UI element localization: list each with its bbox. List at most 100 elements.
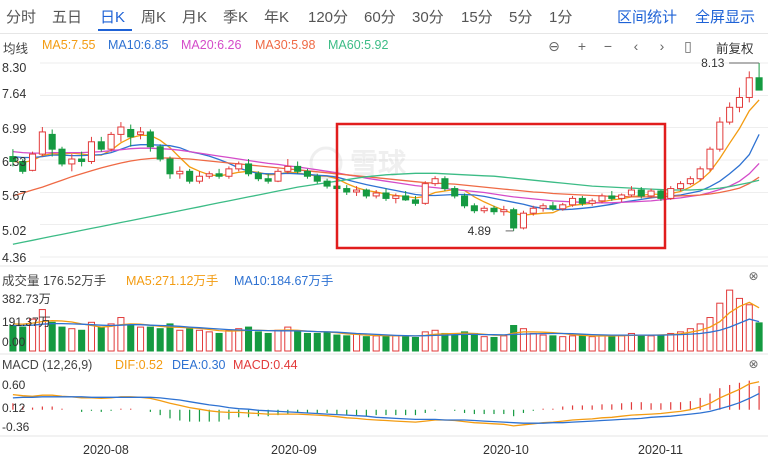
volume-bar — [137, 326, 145, 352]
price-axis: 8.30 7.64 6.99 6.33 5.67 5.02 4.36 — [2, 61, 26, 265]
volume-bar — [461, 331, 469, 352]
minus-icon[interactable]: − — [603, 38, 613, 54]
tab-120min[interactable]: 120分 — [308, 9, 349, 26]
volume-bar — [431, 329, 439, 352]
candle-body — [156, 146, 164, 160]
volume-bar — [421, 331, 429, 352]
interval-stats-link[interactable]: 区间统计 — [617, 9, 678, 26]
candle-body — [372, 192, 380, 197]
volume-bar — [294, 331, 302, 352]
candle-body — [677, 183, 685, 190]
volume-bar — [323, 331, 331, 352]
volume-title: 成交量 176.52万手 — [2, 274, 107, 288]
candle-body — [490, 207, 498, 213]
close-macd-icon[interactable]: ⊗ — [748, 357, 759, 371]
volume-bar — [637, 334, 645, 352]
volume-bar — [519, 328, 527, 352]
volume-bar — [225, 329, 233, 352]
dif-line — [12, 381, 760, 427]
vol-ma5-legend: MA5:271.12万手 — [126, 274, 219, 288]
tab-5min[interactable]: 5分 — [509, 9, 533, 26]
tab-intraday[interactable]: 分时 — [6, 9, 37, 26]
tab-yearly-k[interactable]: 年K — [264, 9, 290, 26]
candle-body — [117, 126, 125, 135]
ma20-line — [12, 147, 760, 204]
volume-bar — [58, 326, 66, 352]
volume-bar — [107, 323, 115, 352]
close-volume-icon[interactable]: ⊗ — [748, 269, 759, 283]
volume-bar — [313, 332, 321, 352]
volume-bar — [549, 335, 557, 352]
candle-body — [510, 209, 518, 229]
zoom-out-icon[interactable]: ⊖ — [548, 38, 560, 54]
volume-bar — [254, 331, 262, 352]
candle-body — [411, 199, 419, 204]
candle-body — [186, 170, 194, 182]
dea-line — [12, 393, 760, 424]
volume-bar — [559, 336, 567, 352]
candle-body — [578, 197, 586, 204]
zoom-in-icon[interactable]: + — [577, 38, 587, 54]
volume-ma5-line — [12, 301, 760, 337]
candle-body — [441, 178, 449, 190]
volume-bar — [215, 332, 223, 352]
volume-bar — [510, 324, 518, 352]
ma60-line — [12, 172, 760, 245]
highlight-box — [335, 122, 667, 250]
tab-1min[interactable]: 1分 — [549, 9, 573, 26]
candle-body — [362, 189, 370, 197]
volume-bar — [726, 289, 734, 352]
volume-bar — [343, 335, 351, 352]
x-tick-label: 2020-11 — [638, 443, 683, 457]
volume-bar — [411, 336, 419, 352]
candle-body — [657, 190, 665, 199]
adjust-mode-label[interactable]: 前复权 — [716, 42, 754, 56]
ma20-legend: MA20:6.26 — [181, 38, 242, 52]
x-tick-label: 2020-09 — [271, 443, 317, 457]
tab-daily-k[interactable]: 日K — [100, 9, 126, 26]
scroll-left-icon[interactable]: ‹ — [633, 38, 639, 54]
tab-weekly-k[interactable]: 周K — [141, 9, 167, 26]
low-price-label: 4.89 — [468, 224, 492, 238]
volume-bar — [166, 323, 174, 352]
tab-quarterly-k[interactable]: 季K — [223, 9, 249, 26]
candles — [9, 63, 763, 231]
macd-tick-label: 0.60 — [2, 378, 26, 392]
volume-bar — [667, 332, 675, 352]
candle-body — [667, 188, 675, 199]
candle-body — [58, 148, 66, 165]
volume-bar — [382, 334, 390, 352]
volume-bar — [245, 326, 253, 352]
macd-tick-label: 0.12 — [2, 401, 26, 415]
volume-bar — [451, 334, 459, 352]
volume-bar — [176, 329, 184, 352]
tab-15min[interactable]: 15分 — [461, 9, 493, 26]
volume-bar — [146, 326, 154, 352]
volume-ma10-line — [12, 318, 760, 337]
period-tab-bar: 分时 五日 日K 周K 月K 季K 年K 120分 60分 30分 15分 5分… — [0, 0, 768, 34]
candle-body — [137, 131, 145, 135]
candle-body — [686, 178, 694, 185]
tab-five-day[interactable]: 五日 — [52, 9, 83, 26]
drag-handle-icon[interactable]: ▯ — [684, 38, 692, 54]
volume-bar — [470, 332, 478, 352]
candle-body — [392, 195, 400, 199]
volume-tick-label: 0.00 — [2, 335, 26, 349]
candle-body — [549, 205, 557, 210]
price-tick-label: 4.36 — [2, 251, 26, 265]
volume-bar — [353, 332, 361, 352]
candle-body — [225, 168, 233, 177]
price-tick-label: 6.33 — [2, 155, 26, 169]
tab-60min[interactable]: 60分 — [364, 9, 396, 26]
price-tick-label: 6.99 — [2, 122, 26, 136]
scroll-right-icon[interactable]: › — [659, 38, 665, 54]
volume-bar — [372, 335, 380, 352]
tab-30min[interactable]: 30分 — [412, 9, 444, 26]
ma30-legend: MA30:5.98 — [255, 38, 316, 52]
fullscreen-link[interactable]: 全屏显示 — [695, 9, 756, 26]
candle-body — [323, 180, 331, 187]
candle-body — [421, 183, 429, 204]
tab-monthly-k[interactable]: 月K — [182, 9, 208, 26]
volume-bar — [402, 336, 410, 352]
